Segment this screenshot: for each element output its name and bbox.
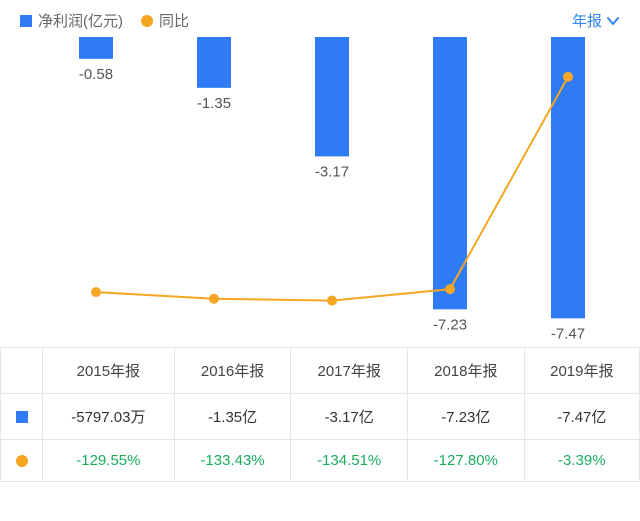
table-header: 2019年报 <box>524 348 639 394</box>
square-icon <box>20 15 32 27</box>
table-cell: -5797.03万 <box>43 394 175 440</box>
table-cell: -1.35亿 <box>174 394 291 440</box>
table-cell: -3.39% <box>524 440 639 482</box>
legend-line-label: 同比 <box>159 10 189 31</box>
table-cell: -7.23亿 <box>407 394 524 440</box>
table-row-bar: -5797.03万 -1.35亿 -3.17亿 -7.23亿 -7.47亿 <box>1 394 640 440</box>
chart-line-marker <box>563 72 573 82</box>
chevron-down-icon <box>606 14 620 28</box>
table-header: 2015年报 <box>43 348 175 394</box>
table-corner <box>1 348 43 394</box>
chart-line-marker <box>91 287 101 297</box>
circle-icon <box>141 15 153 27</box>
bar-value-label: -0.58 <box>79 66 113 83</box>
legend-bar-label: 净利润(亿元) <box>38 10 123 31</box>
table-cell: -134.51% <box>291 440 408 482</box>
bar-value-label: -3.17 <box>315 163 349 180</box>
report-type-selector[interactable]: 年报 <box>572 10 620 31</box>
bar-value-label: -7.23 <box>433 316 467 333</box>
table-cell: -3.17亿 <box>291 394 408 440</box>
chart-bar <box>197 37 231 88</box>
table-header: 2016年报 <box>174 348 291 394</box>
legend-item-bar: 净利润(亿元) <box>20 10 123 31</box>
row-icon-cell <box>1 440 43 482</box>
profit-chart: -0.58 -1.35 -3.17 -7.23 -7.47 <box>10 37 630 347</box>
bar-value-label: -1.35 <box>197 95 231 112</box>
table-cell: -127.80% <box>407 440 524 482</box>
table-header-row: 2015年报 2016年报 2017年报 2018年报 2019年报 <box>1 348 640 394</box>
table-cell: -129.55% <box>43 440 175 482</box>
row-icon-cell <box>1 394 43 440</box>
chart-line-marker <box>327 296 337 306</box>
chart-bar <box>79 37 113 59</box>
chart-line-marker <box>209 294 219 304</box>
legend-item-line: 同比 <box>141 10 189 31</box>
circle-icon <box>16 455 28 467</box>
data-table: 2015年报 2016年报 2017年报 2018年报 2019年报 -5797… <box>0 347 640 482</box>
table-header: 2018年报 <box>407 348 524 394</box>
table-cell: -7.47亿 <box>524 394 639 440</box>
chart-line-marker <box>445 284 455 294</box>
selector-label: 年报 <box>572 10 602 31</box>
table-cell: -133.43% <box>174 440 291 482</box>
table-header: 2017年报 <box>291 348 408 394</box>
bar-value-label: -7.47 <box>551 325 585 342</box>
chart-legend: 净利润(亿元) 同比 <box>20 10 189 31</box>
square-icon <box>16 411 28 423</box>
chart-bar <box>315 37 349 156</box>
table-row-line: -129.55% -133.43% -134.51% -127.80% -3.3… <box>1 440 640 482</box>
